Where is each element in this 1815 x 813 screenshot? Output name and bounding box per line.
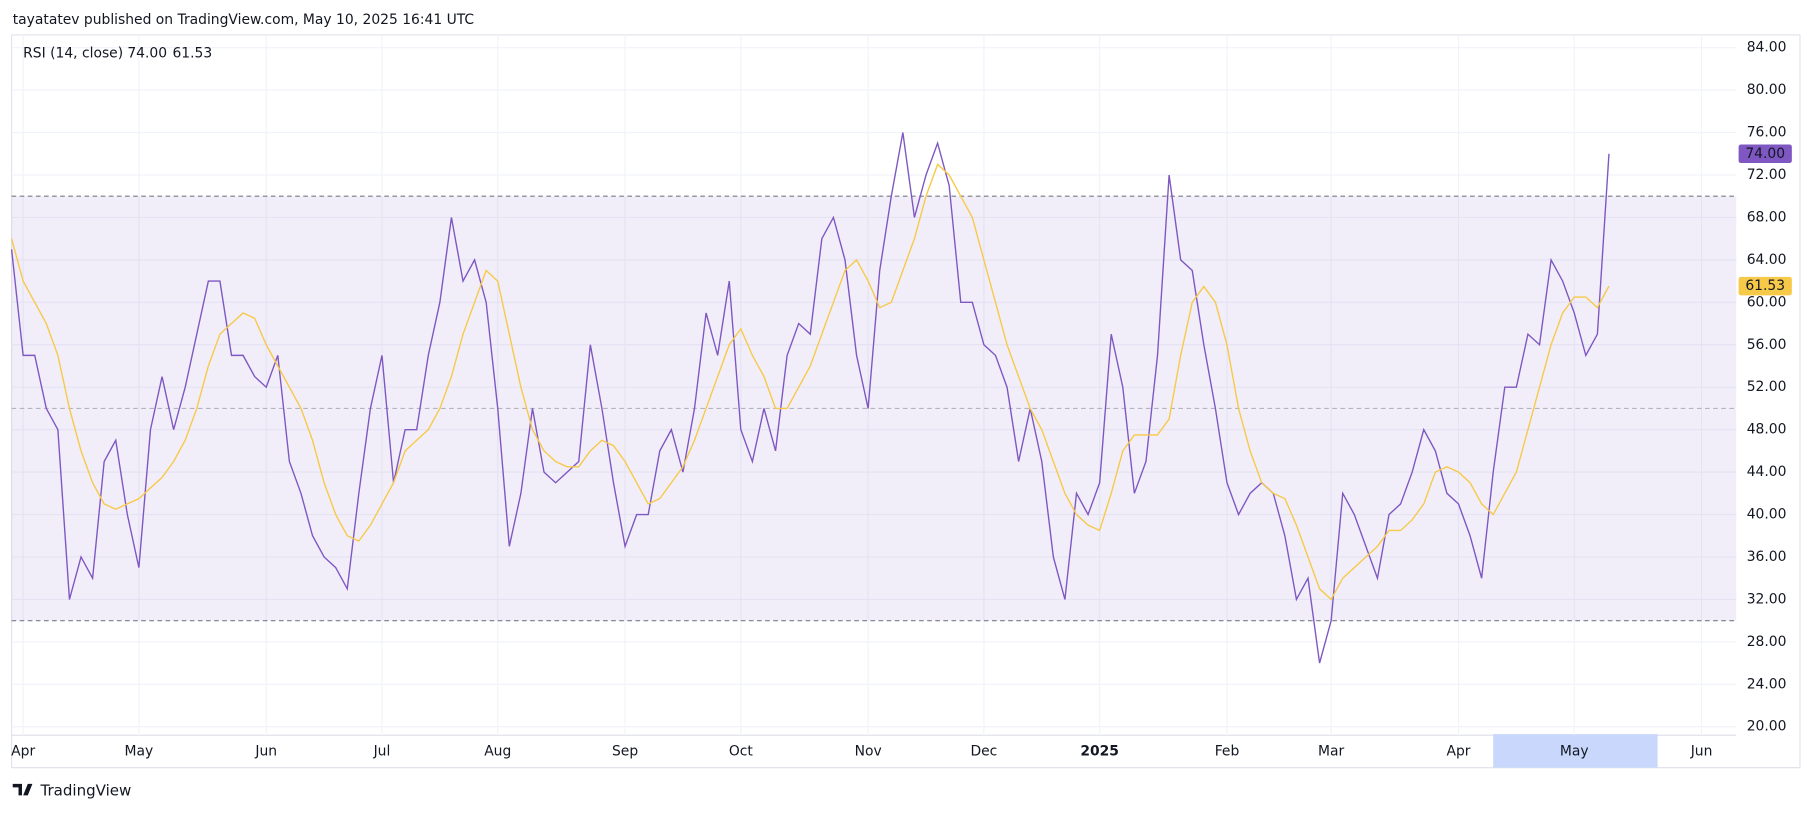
y-tick-label: 24.00 [1747, 676, 1787, 692]
publish-header: tayatatev published on TradingView.com, … [13, 12, 474, 28]
y-tick-label: 84.00 [1747, 40, 1787, 56]
y-tick-label: 52.00 [1747, 379, 1787, 395]
x-tick-label: Feb [1215, 743, 1240, 759]
y-tick-label: 48.00 [1747, 422, 1787, 438]
y-tick-label: 20.00 [1747, 719, 1787, 735]
x-tick-label: May [1560, 743, 1589, 759]
footer-brand: TradingView [40, 781, 132, 799]
x-tick-label: Jul [373, 743, 391, 759]
x-tick-label: Oct [729, 743, 754, 759]
price-tag [1738, 276, 1792, 296]
x-tick-label: Aug [484, 743, 511, 759]
grid [11, 34, 1737, 736]
y-tick-label: 44.00 [1747, 464, 1787, 480]
series-line [10, 163, 1610, 601]
x-tick-label: Apr [11, 743, 35, 759]
x-tick-label: Mar [1318, 743, 1344, 759]
y-tick-label: 72.00 [1747, 167, 1787, 183]
y-tick-label: 40.00 [1747, 507, 1787, 523]
x-tick-label: 2025 [1080, 743, 1119, 759]
price-tag [1738, 144, 1792, 164]
y-tick-label: 36.00 [1747, 549, 1787, 565]
plot [10, 132, 1610, 664]
series-line [10, 132, 1610, 664]
price-tag-label: 74.00 [1745, 146, 1785, 162]
y-tick-label: 32.00 [1747, 591, 1787, 607]
x-tick-label: Dec [970, 743, 997, 759]
x-tick-label: Jun [254, 743, 277, 759]
legend-value: 74.00 [127, 45, 167, 61]
logo-icon [12, 783, 33, 796]
indicator-title: RSI (14, close) [23, 45, 123, 61]
x-tick-label: May [125, 743, 154, 759]
x-range-highlight [1493, 734, 1658, 768]
price-tag-label: 61.53 [1745, 278, 1785, 294]
y-tick-label: 80.00 [1747, 82, 1787, 98]
y-tick-label: 56.00 [1747, 337, 1787, 353]
x-tick-label: Jun [1690, 743, 1713, 759]
x-tick-label: Sep [612, 743, 638, 759]
y-tick-label: 68.00 [1747, 209, 1787, 225]
x-tick-label: Nov [855, 743, 882, 759]
pane-border [10, 34, 1801, 769]
y-tick-label: 64.00 [1747, 252, 1787, 268]
y-tick-label: 76.00 [1747, 125, 1787, 141]
y-tick-label: 28.00 [1747, 634, 1787, 650]
x-tick-label: Apr [1446, 743, 1470, 759]
y-tick-label: 60.00 [1747, 294, 1787, 310]
legend-value: 61.53 [172, 45, 212, 61]
